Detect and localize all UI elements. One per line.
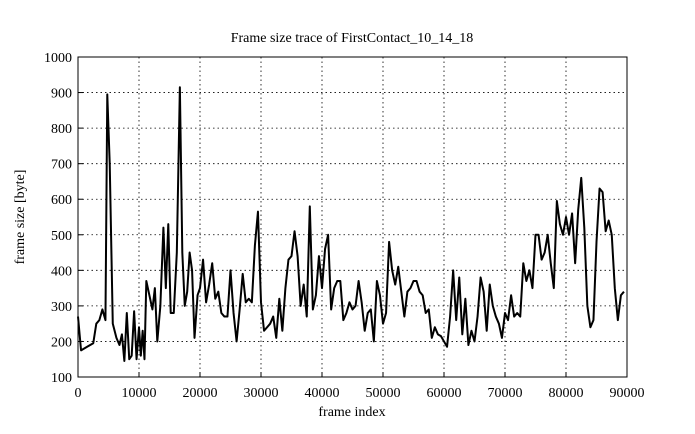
x-tick-label: 10000 <box>122 386 157 401</box>
y-tick-label: 800 <box>51 122 72 137</box>
x-tick-label: 70000 <box>488 386 523 401</box>
y-axis-label: frame size [byte] <box>13 170 28 265</box>
y-tick-label: 100 <box>51 371 72 386</box>
x-tick-label: 40000 <box>305 386 340 401</box>
y-tick-label: 900 <box>51 87 72 102</box>
data-line <box>77 86 625 362</box>
x-tick-label: 90000 <box>610 386 645 401</box>
y-tick-label: 600 <box>51 193 72 208</box>
x-tick-label: 0 <box>75 386 82 401</box>
y-tick-label: 500 <box>51 229 72 244</box>
x-tick-label: 50000 <box>366 386 401 401</box>
y-tick-label: 300 <box>51 300 72 315</box>
plot-frame <box>77 56 628 378</box>
x-tick-label: 60000 <box>427 386 462 401</box>
y-tick-label: 200 <box>51 335 72 350</box>
x-tick-label: 20000 <box>183 386 218 401</box>
y-tick-label: 700 <box>51 158 72 173</box>
y-tick-label: 1000 <box>44 51 72 66</box>
x-tick-label: 30000 <box>244 386 279 401</box>
x-axis-label: frame index <box>318 405 385 420</box>
chart-title: Frame size trace of FirstContact_10_14_1… <box>231 31 474 46</box>
y-tick-label: 400 <box>51 264 72 279</box>
x-tick-label: 80000 <box>549 386 584 401</box>
